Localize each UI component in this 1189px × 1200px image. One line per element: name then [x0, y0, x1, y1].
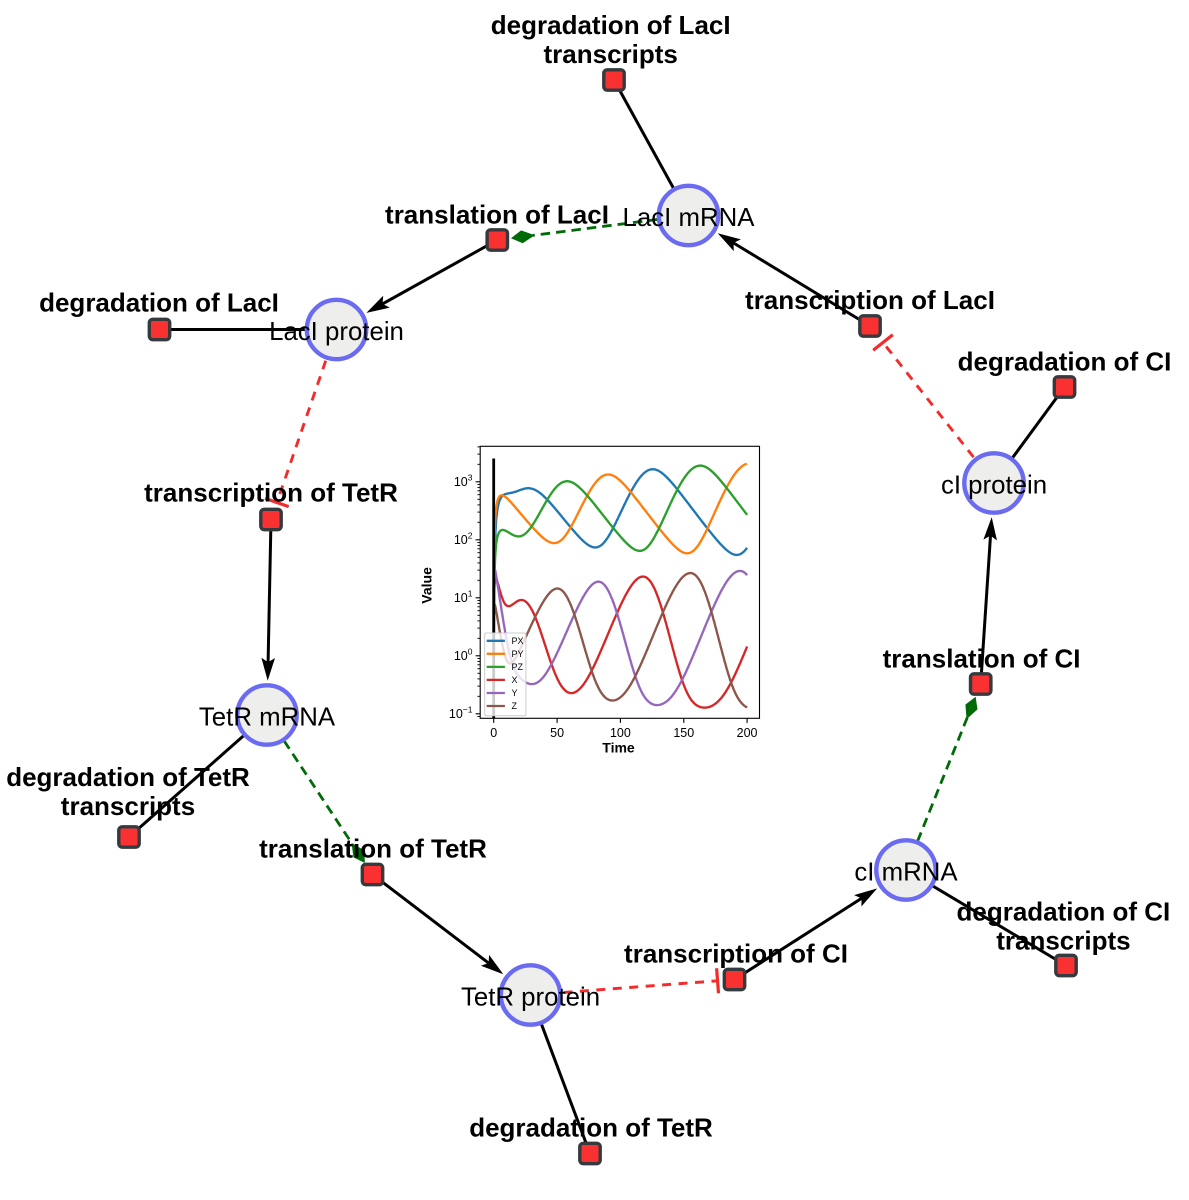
svg-text:degradation of TetR: degradation of TetR: [6, 762, 250, 792]
svg-text:X: X: [512, 675, 518, 685]
svg-text:cI protein: cI protein: [941, 472, 1047, 500]
svg-text:50: 50: [550, 726, 564, 740]
svg-text:transcripts: transcripts: [61, 791, 195, 821]
svg-text:TetR protein: TetR protein: [461, 984, 600, 1012]
svg-text:150: 150: [673, 726, 694, 740]
svg-text:Time: Time: [602, 740, 635, 756]
svg-text:100: 100: [454, 647, 473, 664]
svg-text:TetR mRNA: TetR mRNA: [199, 704, 336, 732]
svg-text:10−1: 10−1: [449, 705, 473, 722]
svg-text:degradation of CI: degradation of CI: [957, 896, 1171, 926]
svg-text:translation of LacI: translation of LacI: [385, 199, 609, 229]
svg-text:100: 100: [610, 726, 631, 740]
svg-text:LacI mRNA: LacI mRNA: [623, 204, 756, 232]
svg-text:LacI protein: LacI protein: [269, 318, 404, 346]
svg-text:Z: Z: [512, 701, 518, 711]
svg-text:Value: Value: [419, 567, 435, 604]
svg-text:translation of TetR: translation of TetR: [259, 833, 487, 863]
svg-text:degradation of LacI: degradation of LacI: [491, 10, 731, 40]
svg-text:PZ: PZ: [512, 662, 524, 672]
svg-text:PX: PX: [512, 636, 524, 646]
svg-text:degradation of LacI: degradation of LacI: [39, 287, 279, 317]
svg-text:103: 103: [454, 473, 473, 490]
svg-text:transcripts: transcripts: [544, 39, 678, 69]
svg-text:transcripts: transcripts: [996, 926, 1130, 956]
svg-text:transcription of TetR: transcription of TetR: [144, 477, 398, 507]
svg-text:Y: Y: [512, 688, 518, 698]
svg-text:0: 0: [490, 726, 497, 740]
svg-text:degradation of CI: degradation of CI: [958, 346, 1172, 376]
svg-text:translation of CI: translation of CI: [883, 644, 1081, 674]
svg-text:transcription of LacI: transcription of LacI: [745, 285, 995, 315]
svg-text:101: 101: [454, 589, 473, 606]
svg-text:200: 200: [737, 726, 758, 740]
svg-text:transcription of CI: transcription of CI: [624, 938, 848, 968]
svg-text:102: 102: [454, 531, 473, 548]
svg-text:PY: PY: [512, 649, 524, 659]
svg-text:degradation of TetR: degradation of TetR: [469, 1112, 713, 1142]
svg-text:cI mRNA: cI mRNA: [854, 859, 958, 887]
